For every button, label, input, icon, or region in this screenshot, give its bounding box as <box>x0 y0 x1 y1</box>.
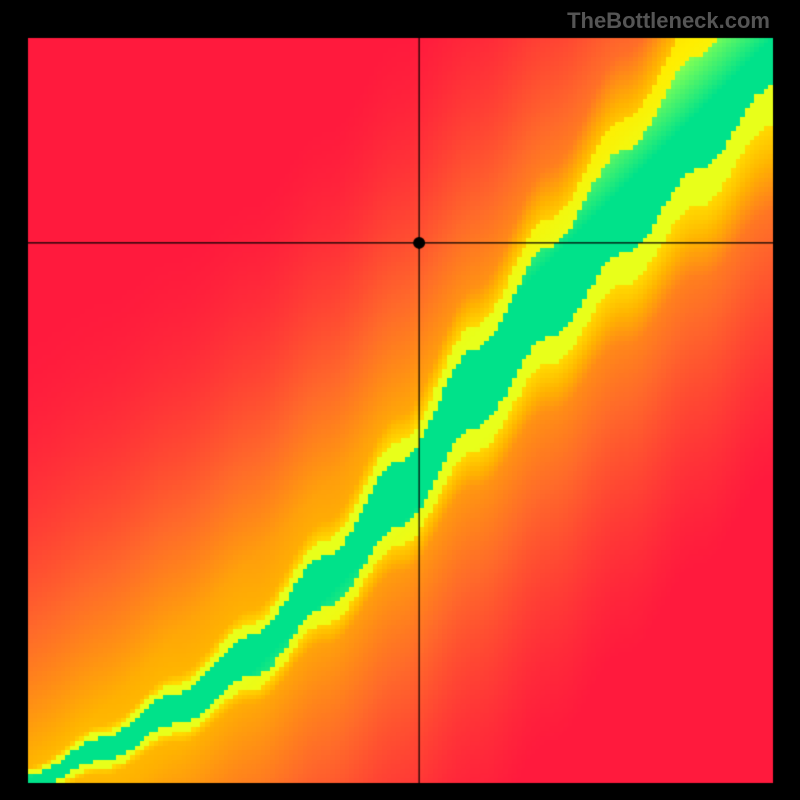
chart-container: TheBottleneck.com <box>0 0 800 800</box>
watermark-text: TheBottleneck.com <box>567 8 770 34</box>
bottleneck-heatmap-canvas <box>0 0 800 800</box>
